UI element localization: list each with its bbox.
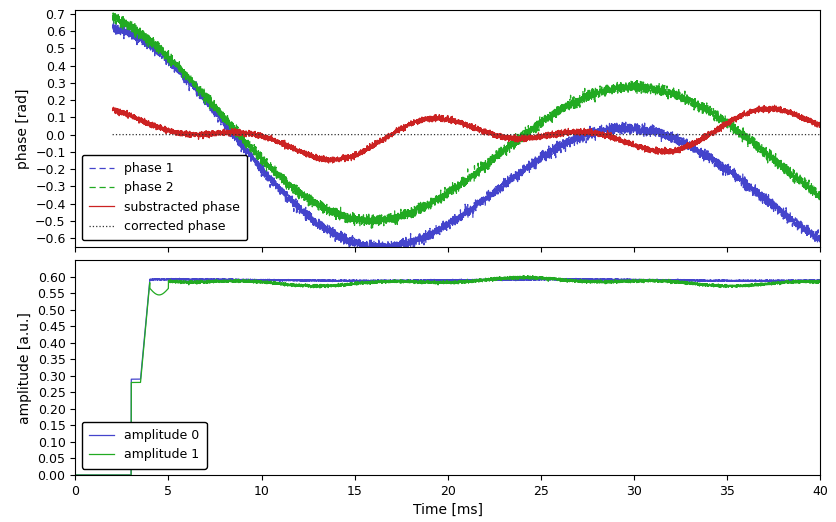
- amplitude 1: [339, 282, 349, 288]
- corrected phase: [339, 132, 349, 138]
- corrected phase: [814, 132, 824, 138]
- amplitude 0: [661, 277, 671, 283]
- phase 2: [661, 91, 671, 98]
- Y-axis label: amplitude [a.u.]: amplitude [a.u.]: [18, 312, 32, 423]
- amplitude 1: [543, 274, 553, 280]
- phase 1: [108, 23, 118, 30]
- phase 1: [661, 131, 671, 137]
- amplitude 0: [339, 277, 349, 283]
- amplitude 1: [622, 278, 632, 284]
- substracted phase: [339, 156, 349, 162]
- Line: phase 2: phase 2: [113, 13, 819, 228]
- amplitude 1: [70, 472, 80, 478]
- amplitude 0: [108, 472, 118, 478]
- corrected phase: [511, 132, 521, 138]
- phase 2: [511, 137, 521, 144]
- corrected phase: [108, 132, 118, 138]
- Y-axis label: phase [rad]: phase [rad]: [16, 88, 29, 169]
- phase 2: [622, 87, 632, 93]
- amplitude 0: [174, 275, 184, 281]
- amplitude 0: [622, 276, 632, 282]
- amplitude 1: [511, 274, 521, 280]
- amplitude 1: [528, 272, 538, 279]
- corrected phase: [622, 132, 632, 138]
- Line: amplitude 0: amplitude 0: [75, 278, 819, 475]
- amplitude 0: [70, 472, 80, 478]
- Line: phase 1: phase 1: [113, 20, 819, 256]
- X-axis label: Time [ms]: Time [ms]: [412, 503, 482, 517]
- amplitude 0: [814, 277, 824, 283]
- phase 2: [108, 16, 118, 22]
- substracted phase: [622, 140, 632, 147]
- phase 2: [814, 195, 824, 201]
- Legend: phase 1, phase 2, substracted phase, corrected phase: phase 1, phase 2, substracted phase, cor…: [81, 155, 247, 241]
- amplitude 0: [511, 276, 521, 282]
- substracted phase: [814, 122, 824, 128]
- Line: amplitude 1: amplitude 1: [75, 276, 819, 475]
- corrected phase: [661, 132, 671, 138]
- phase 1: [543, 150, 553, 157]
- phase 1: [339, 238, 349, 244]
- amplitude 0: [543, 276, 553, 282]
- phase 2: [543, 116, 553, 122]
- phase 1: [814, 235, 824, 241]
- substracted phase: [543, 134, 553, 140]
- phase 1: [511, 170, 521, 176]
- Legend: amplitude 0, amplitude 1: amplitude 0, amplitude 1: [81, 422, 206, 469]
- Line: substracted phase: substracted phase: [113, 105, 819, 163]
- corrected phase: [543, 132, 553, 138]
- amplitude 1: [814, 278, 824, 284]
- substracted phase: [108, 108, 118, 114]
- amplitude 1: [108, 472, 118, 478]
- phase 2: [339, 212, 349, 218]
- substracted phase: [511, 134, 521, 140]
- substracted phase: [661, 148, 671, 154]
- amplitude 1: [661, 279, 671, 286]
- phase 1: [622, 128, 632, 134]
